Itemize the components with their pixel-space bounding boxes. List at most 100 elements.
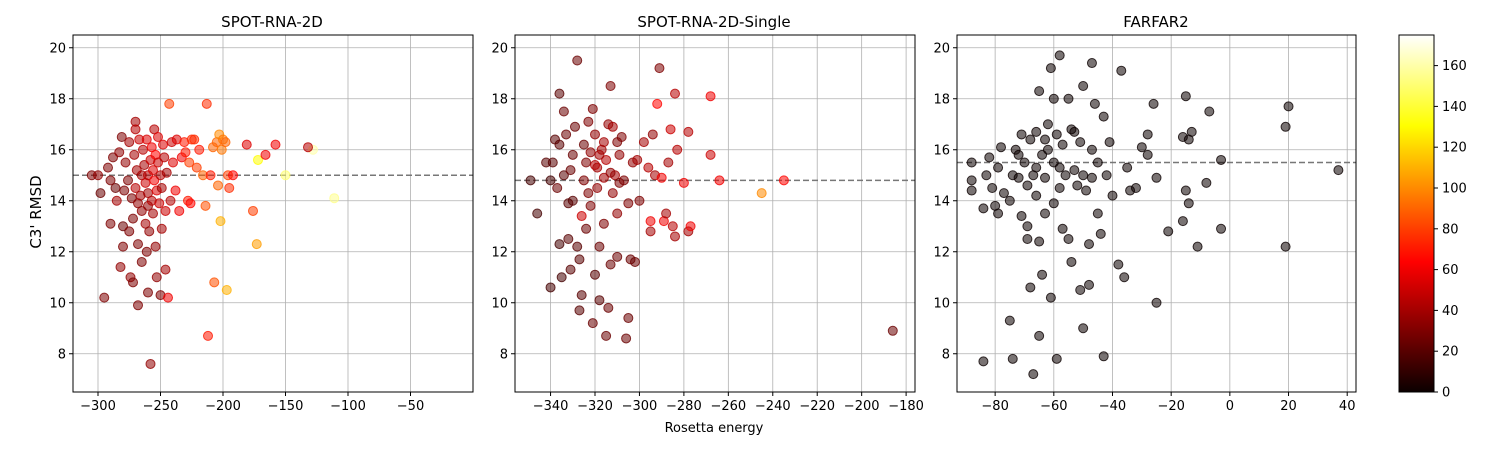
- data-point: [138, 144, 148, 155]
- data-point: [1333, 165, 1344, 176]
- colorbar-tick-label: 0: [1442, 386, 1450, 401]
- data-point: [607, 121, 618, 132]
- data-point: [1034, 86, 1045, 97]
- data-point: [554, 239, 565, 250]
- data-point: [1116, 65, 1127, 76]
- data-point: [1104, 137, 1115, 148]
- data-point: [1013, 149, 1024, 160]
- data-point: [93, 170, 103, 181]
- data-point: [966, 175, 977, 186]
- data-point: [623, 198, 634, 209]
- data-point: [1148, 98, 1159, 109]
- data-point: [1022, 180, 1033, 191]
- x-axis-label: Rosetta energy: [665, 421, 764, 436]
- colorbar-tick-label: 100: [1442, 182, 1467, 197]
- data-point: [201, 98, 212, 109]
- data-point: [180, 147, 191, 158]
- data-point: [993, 162, 1004, 173]
- data-point: [585, 147, 596, 158]
- data-point: [578, 175, 589, 186]
- y-tick-label: 8: [942, 347, 950, 362]
- data-point: [280, 170, 291, 181]
- colorbar-tick-label: 60: [1442, 263, 1459, 278]
- data-point: [567, 195, 578, 206]
- data-point: [1142, 149, 1153, 160]
- data-point: [587, 318, 598, 329]
- data-point: [184, 157, 195, 168]
- data-point: [205, 170, 216, 181]
- data-point: [656, 172, 667, 183]
- data-point: [572, 241, 583, 252]
- axes-frame: [514, 34, 916, 393]
- data-point: [1122, 162, 1133, 173]
- data-point: [670, 88, 680, 99]
- x-tick-label: −40: [1099, 399, 1126, 414]
- data-point: [130, 124, 141, 135]
- y-tick-label: 10: [491, 296, 508, 311]
- data-point: [120, 157, 131, 168]
- data-point: [1075, 137, 1086, 148]
- data-point: [1013, 172, 1024, 183]
- data-point: [547, 157, 558, 168]
- data-point: [1204, 106, 1215, 117]
- data-point: [136, 256, 147, 267]
- data-point: [587, 103, 598, 114]
- data-point: [705, 149, 716, 160]
- y-tick-label: 10: [49, 296, 66, 311]
- data-point: [170, 185, 181, 196]
- data-point: [1022, 234, 1033, 244]
- y-axis-label: C3' RMSD: [27, 175, 45, 248]
- x-tick-label: −220: [799, 399, 835, 414]
- data-point: [1054, 183, 1065, 193]
- data-point: [581, 223, 592, 234]
- data-point: [1107, 190, 1118, 201]
- data-point: [270, 139, 281, 150]
- data-point: [598, 172, 609, 183]
- panel-title: SPOT-RNA-2D: [221, 13, 323, 31]
- data-point: [1130, 183, 1141, 193]
- data-point: [578, 139, 589, 150]
- data-point: [1028, 369, 1039, 380]
- colorbar-tick-labels: 0 20 40 60 80 100 120 140 160: [1434, 59, 1467, 401]
- y-tick-label: 18: [491, 92, 508, 107]
- data-point: [130, 183, 141, 193]
- data-point: [133, 300, 143, 311]
- data-point: [590, 160, 600, 171]
- data-point: [978, 356, 989, 367]
- data-point: [678, 177, 689, 188]
- data-point: [221, 285, 232, 295]
- data-point: [1280, 121, 1291, 132]
- data-point: [1045, 63, 1056, 74]
- data-point: [561, 129, 572, 140]
- y-tick-labels: 8 10 12 14 16 18 20: [49, 41, 73, 362]
- data-point: [778, 175, 789, 186]
- data-point: [981, 170, 992, 181]
- data-point: [532, 208, 543, 219]
- data-point: [260, 149, 271, 160]
- x-tick-label: −80: [981, 399, 1008, 414]
- panel-spot-rna-2d-single: SPOT-RNA-2D-Single −340 −320 −300 −280 −260−…: [491, 13, 924, 436]
- data-point: [128, 213, 138, 224]
- data-point: [213, 180, 223, 191]
- x-tick-label: −200: [205, 399, 241, 414]
- data-point: [993, 208, 1004, 219]
- data-point: [590, 129, 600, 140]
- data-point: [605, 167, 616, 178]
- data-point: [554, 88, 565, 99]
- y-tick-label: 12: [49, 245, 66, 260]
- data-point: [209, 277, 220, 288]
- data-point: [638, 137, 649, 148]
- data-point: [603, 302, 614, 313]
- grid-lines: [73, 35, 473, 392]
- panel-farfar2: FARFAR2 −80 −60 −40 −20 0 20 40 8 10 12 14 16 18 20: [933, 13, 1357, 414]
- data-point: [156, 183, 167, 193]
- data-point: [1283, 101, 1294, 112]
- data-point: [1069, 126, 1080, 137]
- y-tick-label: 16: [933, 143, 950, 158]
- data-point: [572, 55, 583, 66]
- colorbar-tick-label: 40: [1442, 304, 1459, 319]
- data-point: [567, 149, 578, 160]
- data-point: [148, 208, 158, 219]
- data-point: [115, 262, 126, 273]
- data-point: [1280, 241, 1291, 252]
